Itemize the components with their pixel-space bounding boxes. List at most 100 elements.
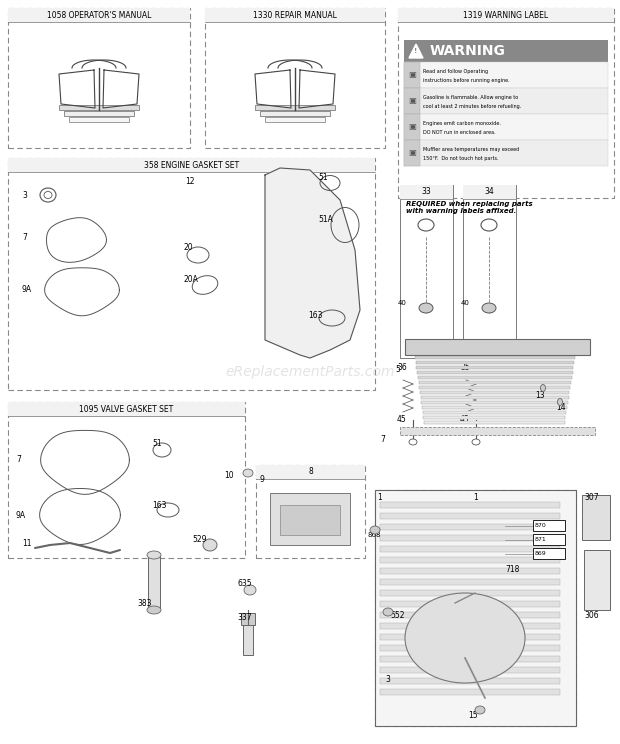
Polygon shape xyxy=(103,70,139,108)
Bar xyxy=(243,625,253,655)
Bar xyxy=(422,406,567,409)
Bar xyxy=(404,88,420,114)
Text: 635: 635 xyxy=(238,579,252,588)
Bar xyxy=(380,689,560,695)
Bar xyxy=(380,678,560,684)
Text: 3: 3 xyxy=(385,676,390,684)
Text: 34: 34 xyxy=(485,187,494,196)
Bar xyxy=(260,111,330,116)
Text: 1058 OPERATOR'S MANUAL: 1058 OPERATOR'S MANUAL xyxy=(47,10,151,19)
Text: 51: 51 xyxy=(152,438,162,447)
Text: 20: 20 xyxy=(183,243,193,252)
Bar xyxy=(256,465,365,479)
Ellipse shape xyxy=(482,303,496,313)
Bar xyxy=(69,117,129,122)
Bar xyxy=(424,421,565,424)
Text: ▣: ▣ xyxy=(408,97,416,106)
Text: 36: 36 xyxy=(397,364,407,373)
Bar xyxy=(380,513,560,519)
Bar xyxy=(255,105,335,110)
Bar xyxy=(423,416,565,419)
Bar xyxy=(404,40,608,62)
Bar xyxy=(404,62,608,88)
Text: eReplacementParts.com: eReplacementParts.com xyxy=(225,365,395,379)
Bar xyxy=(533,520,565,531)
Bar xyxy=(375,490,576,726)
Polygon shape xyxy=(255,70,291,108)
Text: WARNING: WARNING xyxy=(430,44,506,58)
Bar xyxy=(8,8,190,148)
Bar xyxy=(398,8,614,198)
Text: 40: 40 xyxy=(398,300,407,306)
Bar xyxy=(418,381,571,384)
Text: 552: 552 xyxy=(390,611,404,620)
Bar xyxy=(405,339,590,355)
Bar xyxy=(380,656,560,662)
Text: 15: 15 xyxy=(468,711,477,720)
Text: 529: 529 xyxy=(192,536,206,545)
Bar xyxy=(8,158,375,390)
Bar xyxy=(404,62,420,88)
Bar xyxy=(8,402,245,558)
Bar xyxy=(380,645,560,651)
Text: ▣: ▣ xyxy=(408,149,416,158)
Text: 11: 11 xyxy=(22,539,32,548)
Bar xyxy=(404,140,608,166)
Text: 718: 718 xyxy=(505,565,520,574)
Bar xyxy=(380,601,560,607)
Text: 163: 163 xyxy=(308,310,322,319)
Bar xyxy=(265,117,325,122)
Bar xyxy=(8,402,245,416)
Bar xyxy=(256,465,365,558)
Bar xyxy=(398,8,614,22)
Polygon shape xyxy=(409,44,423,58)
Text: 9: 9 xyxy=(260,475,265,484)
Bar xyxy=(280,505,340,535)
Bar xyxy=(380,568,560,574)
Text: 20A: 20A xyxy=(183,275,198,284)
Bar xyxy=(423,411,566,414)
Text: 40: 40 xyxy=(461,300,470,306)
Ellipse shape xyxy=(147,606,161,614)
Bar xyxy=(380,557,560,563)
Text: Engines emit carbon monoxide.: Engines emit carbon monoxide. xyxy=(423,121,501,126)
Text: 7: 7 xyxy=(22,234,27,243)
Ellipse shape xyxy=(405,593,525,683)
Text: !: ! xyxy=(414,48,418,54)
Text: 9A: 9A xyxy=(16,510,26,519)
Text: cool at least 2 minutes before refueling.: cool at least 2 minutes before refueling… xyxy=(423,104,521,109)
Bar xyxy=(404,140,420,166)
Text: 306: 306 xyxy=(530,347,544,356)
Polygon shape xyxy=(265,168,360,358)
Text: 8: 8 xyxy=(308,467,313,476)
Bar xyxy=(415,356,575,359)
Bar xyxy=(380,502,560,508)
Text: ▣: ▣ xyxy=(408,71,416,80)
Bar xyxy=(8,8,190,22)
Ellipse shape xyxy=(244,585,256,595)
Ellipse shape xyxy=(472,439,480,445)
Bar xyxy=(584,550,610,610)
Ellipse shape xyxy=(370,526,380,534)
Bar xyxy=(420,391,569,394)
Bar xyxy=(375,490,576,504)
Text: 7: 7 xyxy=(380,435,385,444)
Text: 3: 3 xyxy=(22,190,27,199)
Text: 1330 REPAIR MANUAL: 1330 REPAIR MANUAL xyxy=(253,10,337,19)
Text: 163: 163 xyxy=(152,501,167,510)
Ellipse shape xyxy=(383,608,393,616)
Bar xyxy=(59,105,139,110)
Ellipse shape xyxy=(147,551,161,559)
Text: 337: 337 xyxy=(237,614,252,623)
Polygon shape xyxy=(299,70,335,108)
Text: 358 ENGINE GASKET SET: 358 ENGINE GASKET SET xyxy=(144,161,239,170)
Bar xyxy=(404,114,420,140)
Bar xyxy=(380,579,560,585)
Text: 9A: 9A xyxy=(22,286,32,295)
Bar xyxy=(375,490,576,726)
Bar xyxy=(241,613,255,625)
Bar xyxy=(400,185,453,358)
Bar xyxy=(380,667,560,673)
Text: 45: 45 xyxy=(397,415,407,425)
Ellipse shape xyxy=(203,539,217,551)
